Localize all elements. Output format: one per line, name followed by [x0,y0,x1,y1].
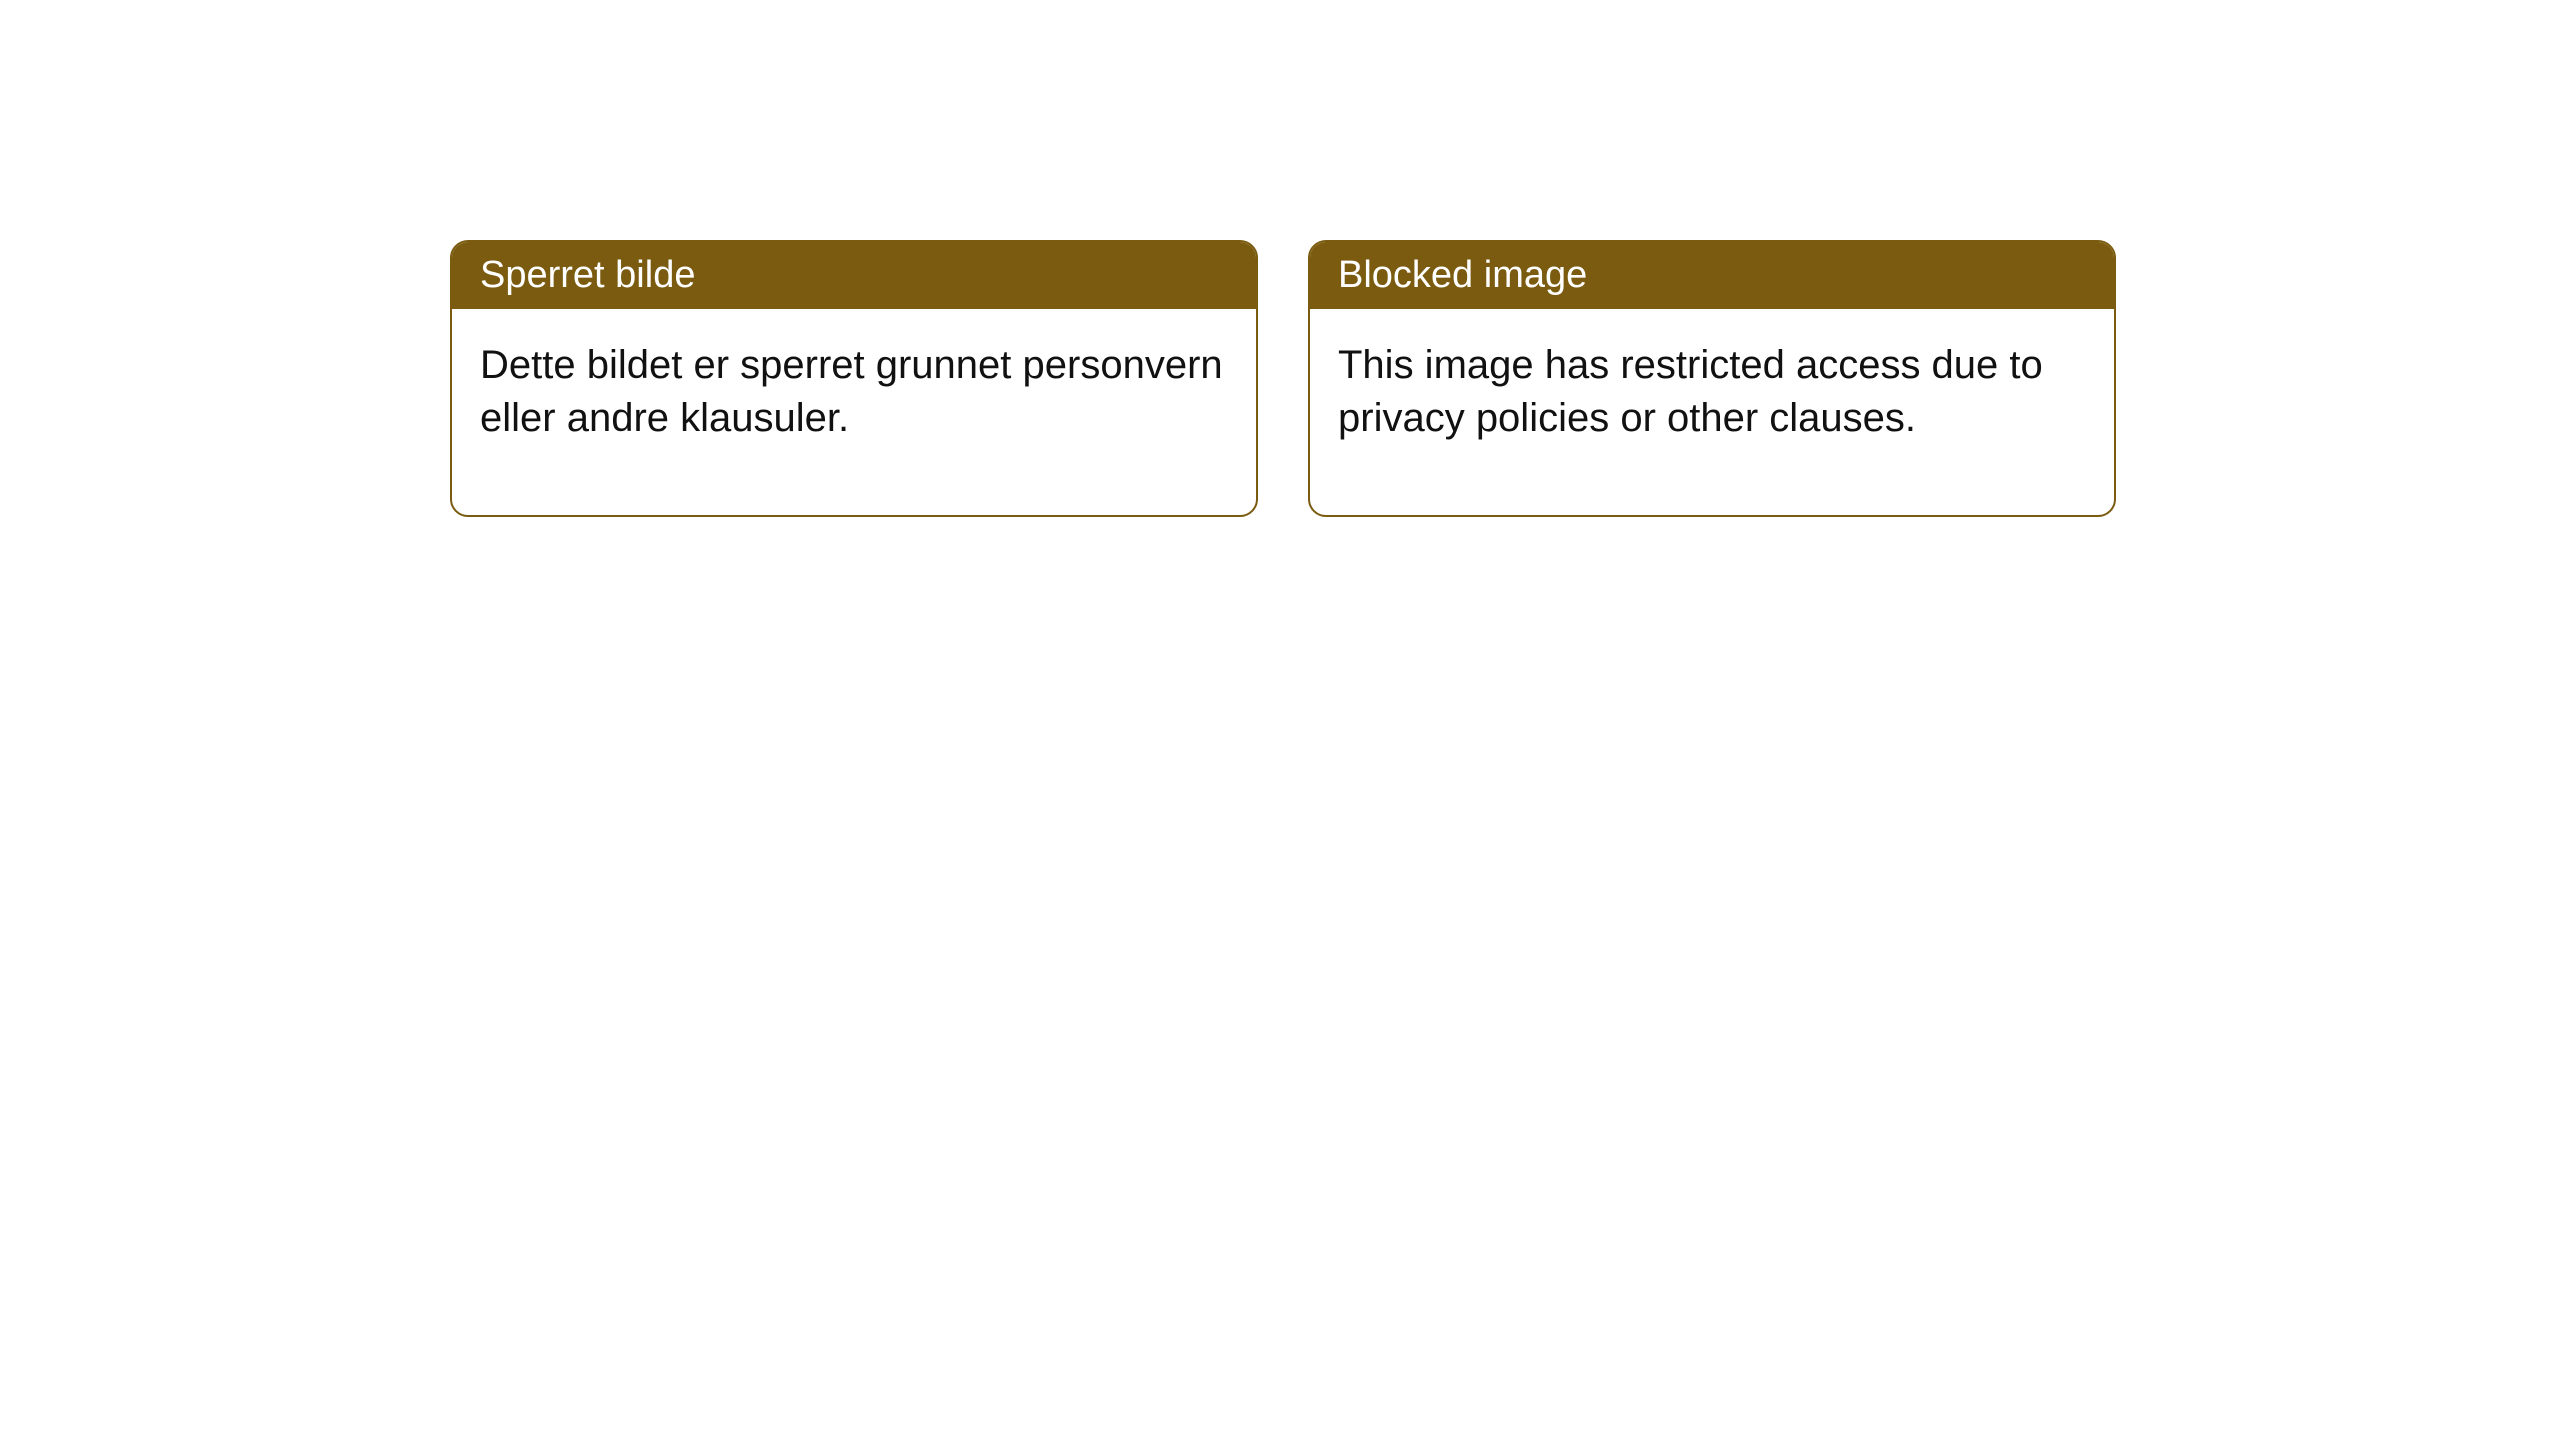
notice-body: Dette bildet er sperret grunnet personve… [452,309,1256,515]
notice-body-text: Dette bildet er sperret grunnet personve… [480,343,1223,440]
notice-card-english: Blocked image This image has restricted … [1308,240,2116,517]
notice-header: Blocked image [1310,242,2114,309]
notice-container: Sperret bilde Dette bildet er sperret gr… [450,240,2560,517]
notice-header: Sperret bilde [452,242,1256,309]
notice-body-text: This image has restricted access due to … [1338,343,2043,440]
notice-title: Blocked image [1338,254,1587,296]
notice-card-norwegian: Sperret bilde Dette bildet er sperret gr… [450,240,1258,517]
notice-title: Sperret bilde [480,254,695,296]
notice-body: This image has restricted access due to … [1310,309,2114,515]
